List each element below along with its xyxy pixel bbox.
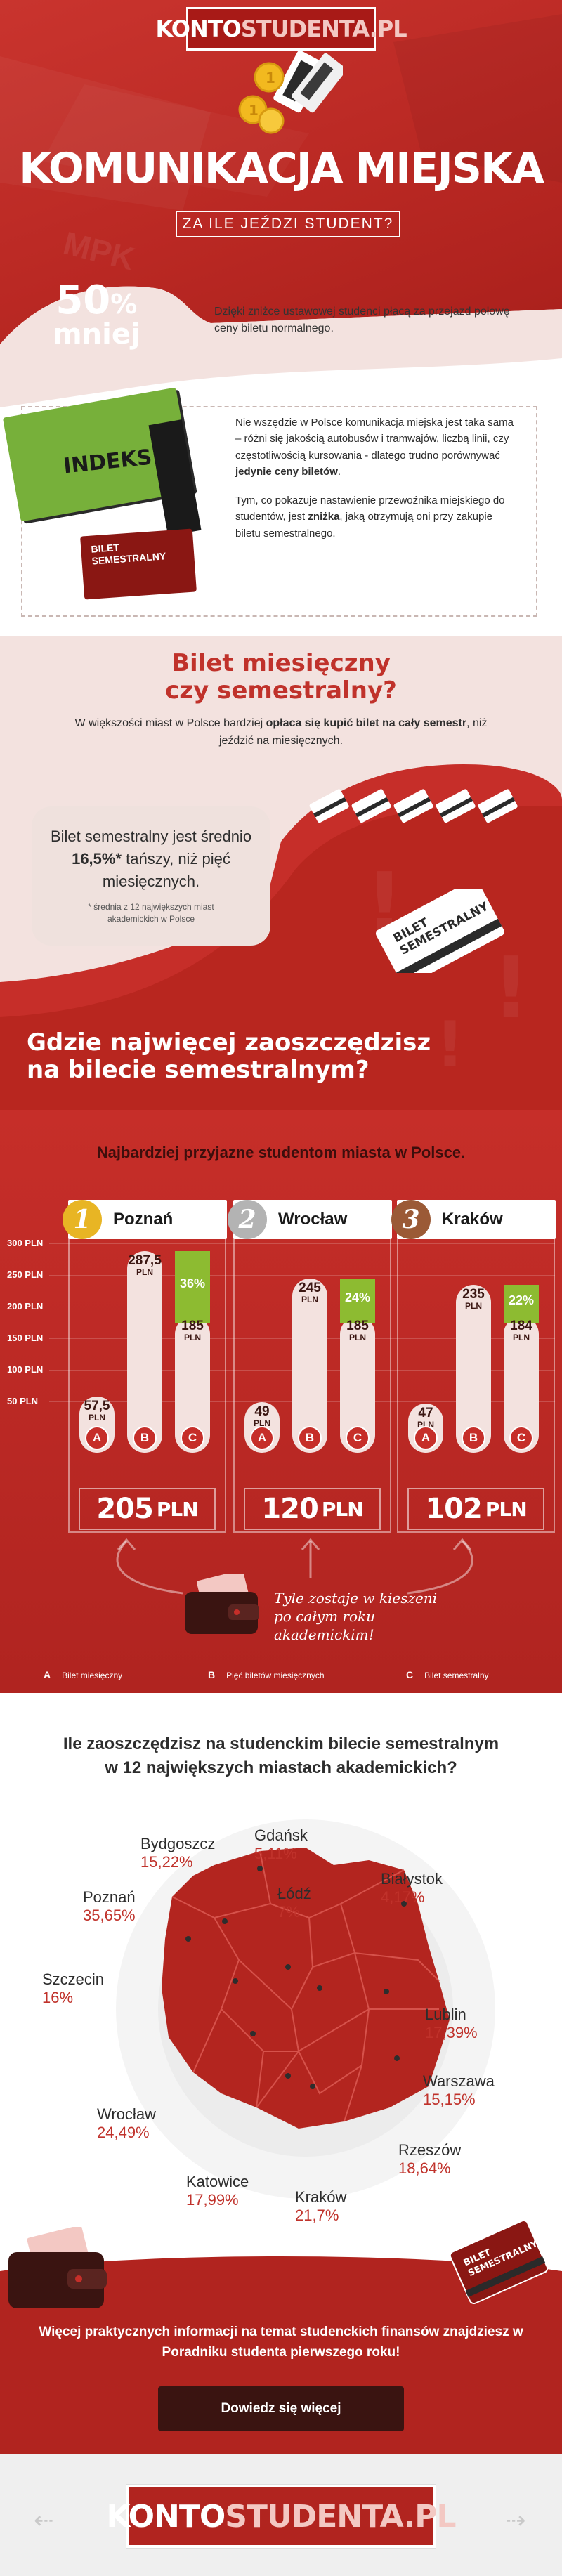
intro-p1-bold: jedynie ceny biletów [235,465,338,478]
learn-more-button[interactable]: Dowiedz się więcej [158,2386,404,2431]
map-city-label: Lublin 17,39% [425,2006,478,2042]
wallet-icon [8,2227,107,2308]
svg-text:1: 1 [266,70,275,86]
map-city-label: Poznań 35,65% [83,1888,136,1925]
intro-text: Nie wszędzie w Polsce komunikacja miejsk… [235,414,520,554]
logo-light-part: STUDENTA.PL [240,15,407,42]
map-title-line-2: w 12 największych miastach akademickich? [105,1758,457,1777]
tickets-row-icon [309,789,518,823]
intro-paragraph-2: Tym, co pokazuje nastawienie przewoźnika… [235,492,520,542]
hero-subtitle: ZA ILE JEŹDZI STUDENT? [182,216,394,232]
map-city-label: Gdańsk 5,11% [254,1826,308,1863]
wallet-icon [185,1574,259,1634]
intro-p2-after: , jaką otrzymują oni przy zakupie biletu… [235,511,493,540]
legend-item: C Bilet semestralny [406,1669,489,1680]
savings-annotation: Tyle zostaje w kieszeni po całym roku ak… [274,1590,438,1643]
cheaper-before: Bilet semestralny jest średnio [50,828,252,845]
discount-percent: % [110,289,138,320]
map-city-label: Bydgoszcz 15,22% [140,1835,216,1871]
discount-badge: 50% mniej [53,281,140,351]
footer-text: Więcej praktycznych informacji na temat … [39,2325,523,2360]
hero-title: KOMUNIKACJA MIEJSKA [19,144,544,193]
ticket-icon: BILET SEMESTRALNY [450,2220,548,2304]
city-chart-title: Najbardziej przyjazne studentom miasta w… [96,1144,466,1161]
map-city-label: Warszawa 15,15% [423,2072,495,2109]
hero-background-shapes [0,14,562,211]
map-city-label: Szczecin 16% [42,1970,105,2007]
arrow-left-icon: ⇠ [34,2507,54,2534]
monthly-sub-after: , niż jeździć na miesięcznych. [218,717,488,747]
map-title: Ile zaoszczędzisz na studenckim bilecie … [14,1732,548,1779]
cheaper-after: tańszy, niż pięć miesięcznych. [102,849,230,890]
svg-text:!: ! [492,940,530,1038]
intro-p1-after: . [337,465,341,478]
cheaper-footnote: * średnia z 12 największych miast akadem… [88,902,214,924]
map-title-line-1: Ile zaoszczędzisz na studenckim bilecie … [63,1734,499,1753]
bottom-logo-light: STUDENTA.PL [225,2498,456,2535]
map-city-label: Kraków 21,7% [295,2188,347,2225]
svg-text:1: 1 [249,102,259,119]
discount-number: 50 [55,277,111,323]
map-city-label: Białystok 4,17% [381,1870,443,1907]
coins-icon: 1 1 [238,50,343,134]
monthly-title-line-2: czy semestralny? [165,676,397,705]
cheaper-bold: 16,5%* [72,849,122,868]
monthly-subtitle: W większości miast w Polsce bardziej opł… [70,715,492,750]
savings-question-line-1: Gdzie najwięcej zaoszczędzisz [27,1028,431,1057]
intro-p2-bold: zniżka [308,511,340,523]
map-city-label: Łódź 7% [277,1885,311,1921]
bottom-logo-bold: KONTO [106,2498,226,2535]
monthly-title: Bilet miesięczny czy semestralny? [0,649,562,705]
monthly-sub-before: W większości miast w Polsce bardziej [74,717,266,729]
intro-p1-before: Nie wszędzie w Polsce komunikacja miejsk… [235,417,514,462]
discount-description: Dzięki zniżce ustawowej studenci płacą z… [214,306,510,334]
big-ticket-icon: BILET SEMESTRALNY [375,889,504,973]
savings-question: Gdzie najwięcej zaoszczędzisz na bilecie… [27,1028,518,1085]
arrow-right-icon: ⇢ [506,2507,526,2534]
map-city-label: Rzeszów 18,64% [398,2141,462,2178]
savings-question-line-2: na bilecie semestralnym? [27,1056,370,1085]
arrows-decoration [116,1538,473,1595]
hero-wave [0,286,562,407]
footer-wave [0,2256,562,2287]
svg-text:!: ! [436,1008,464,1082]
poland-map [116,1819,495,2199]
intro-paragraph-1: Nie wszędzie w Polsce komunikacja miejsk… [235,414,520,480]
top-logo[interactable]: KONTOSTUDENTA.PL [155,7,407,51]
logo-bold-part: KONTO [155,15,241,42]
legend-item: A Bilet miesięczny [44,1669,123,1680]
legend-item: B Pięć biletów miesięcznych [208,1669,325,1680]
discount-word: mniej [53,318,140,351]
cheaper-box [32,806,270,946]
bottom-logo[interactable]: KONTOSTUDENTA.PL [106,2485,457,2548]
map-city-label: Katowice 17,99% [186,2173,249,2209]
monthly-sub-bold: opłaca się kupić bilet na cały semestr [266,717,467,729]
cheaper-text: Bilet semestralny jest średnio 16,5%* ta… [49,825,253,893]
hero-subtitle-frame: ZA ILE JEŹDZI STUDENT? [176,211,400,237]
monthly-title-line-1: Bilet miesięczny [171,649,391,677]
intro-p2-before: Tym, co pokazuje nastawienie przewoźnika… [235,495,505,523]
map-city-label: Wrocław 24,49% [97,2105,156,2142]
small-ticket-label-1: BILET [90,541,120,555]
